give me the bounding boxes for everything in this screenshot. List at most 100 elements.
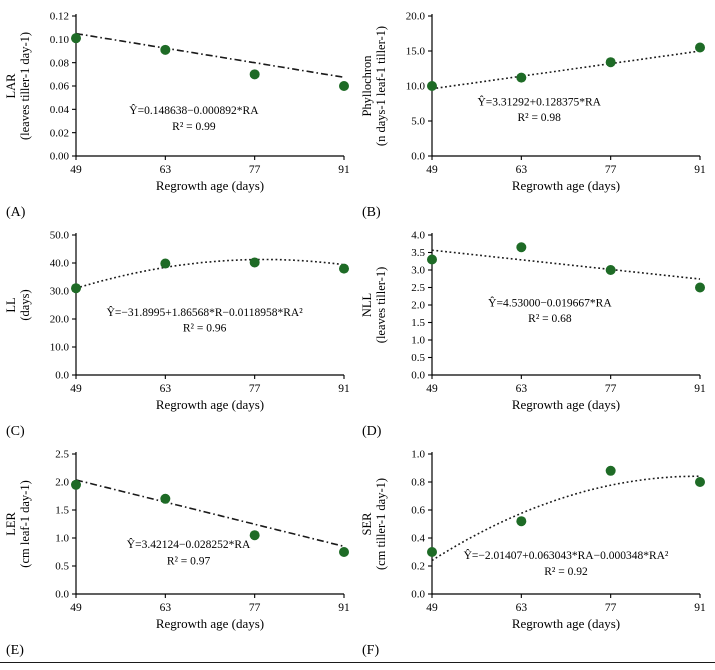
y-axis-label-line1: LL	[4, 297, 18, 312]
x-axis-label: Regrowth age (days)	[512, 616, 620, 631]
r-squared-text: R² = 0.98	[517, 112, 561, 124]
equation-text: Ŷ=0.148638−0.000892*RA	[129, 103, 259, 117]
y-tick-label: 0.10	[50, 34, 70, 46]
trend-line	[75, 32, 345, 79]
chart-E: 0.0 0.5 1.0 1.5 2.0 2.5 49 63 77 91 Regrowth age (…	[4, 449, 350, 631]
y-axis-label-line2: (leaves tiller-1 day-1)	[18, 32, 32, 140]
y-tick-label: 0.4	[411, 533, 425, 545]
y-axis-label: NLL (leaves tiller-1)	[360, 267, 388, 343]
panel-label-E: (E)	[6, 643, 24, 658]
x-tick-label: 91	[694, 164, 706, 176]
panel-F: 0.0 0.2 0.4 0.6 0.8 1.0 49 63 77 91 Regrowth age (…	[358, 442, 710, 661]
y-tick-label: 50.0	[50, 230, 70, 242]
panel-label-C: (C)	[6, 424, 25, 439]
y-tick-label: 0.5	[55, 561, 69, 573]
y-axis-label: LAR (leaves tiller-1 day-1)	[4, 32, 32, 140]
x-axis-label: Regrowth age (days)	[512, 397, 620, 412]
x-tick-label: 91	[338, 602, 350, 614]
y-tick-label: 2.0	[55, 477, 69, 489]
data-point	[516, 72, 527, 83]
data-point	[339, 263, 349, 274]
y-tick-label: 1.5	[411, 317, 425, 329]
data-point	[605, 57, 616, 68]
x-tick-label: 77	[249, 164, 261, 176]
y-axis-label: SER (cm tiller-1 day-1)	[360, 478, 388, 570]
y-tick-label: 15.0	[406, 46, 426, 58]
x-tick-label: 63	[160, 164, 172, 176]
y-tick-label: 1.0	[411, 449, 425, 461]
x-tick-label: 77	[249, 602, 261, 614]
r-squared-text: R² = 0.99	[172, 121, 216, 133]
data-point	[427, 81, 437, 91]
y-tick-label: 1.0	[55, 533, 69, 545]
x-tick-label: 49	[426, 602, 438, 614]
y-axis-label-line1: NLL	[360, 293, 374, 317]
equation-text: Ŷ=−31.8995+1.86568*R−0.0118958*RA²	[107, 305, 304, 319]
data-point	[605, 265, 616, 275]
panel-C: 0.0 10.0 20.0 30.0 40.0 50.0 49 63 77 91 Regrowth …	[2, 223, 354, 442]
x-axis-label: Regrowth age (days)	[156, 397, 264, 412]
y-tick-label: 0.12	[50, 11, 69, 23]
data-point	[160, 258, 171, 269]
data-point	[516, 516, 527, 527]
r-squared-text: R² = 0.96	[183, 323, 227, 335]
y-tick-label: 0.06	[50, 81, 70, 93]
equation-text: Ŷ=3.42124−0.028252*RA	[127, 537, 251, 551]
panel-label-F: (F)	[362, 643, 380, 658]
data-point	[249, 69, 260, 80]
y-tick-label: 0.5	[411, 352, 425, 364]
r-squared-text: R² = 0.68	[528, 313, 572, 325]
x-tick-label: 91	[338, 383, 350, 395]
y-axis-label-line1: LAR	[4, 73, 18, 99]
x-tick-label: 77	[605, 164, 617, 176]
y-tick-label: 10.0	[50, 342, 70, 354]
y-axis-label: LER (cm leaf-1 day-1)	[4, 480, 32, 567]
y-tick-label: 3.0	[411, 265, 425, 277]
data-point	[71, 283, 81, 294]
y-tick-label: 5.0	[411, 116, 425, 128]
y-axis-label-line2: (leaves tiller-1)	[374, 267, 388, 343]
y-tick-label: 40.0	[50, 258, 70, 270]
x-tick-label: 77	[249, 383, 261, 395]
x-tick-label: 63	[516, 383, 528, 395]
data-point	[339, 81, 349, 91]
y-axis-label-line2: (cm tiller-1 day-1)	[374, 478, 388, 570]
data-point	[71, 479, 81, 490]
y-tick-label: 0.6	[411, 505, 425, 517]
y-axis-label-line2: (cm leaf-1 day-1)	[18, 480, 32, 567]
data-point	[249, 530, 260, 541]
y-tick-label: 10.0	[406, 81, 426, 93]
x-tick-label: 49	[426, 383, 438, 395]
y-tick-label: 1.0	[411, 335, 425, 347]
y-axis-label-line1: Phyllochron	[360, 55, 374, 117]
trend-line	[75, 258, 345, 290]
y-tick-label: 3.5	[411, 247, 425, 259]
trend-line	[431, 475, 701, 562]
panel-A: 0.00 0.02 0.04 0.06 0.08 0.10 0.12 49 63 77 91 Regr…	[2, 4, 354, 223]
y-axis-label-line1: LER	[4, 512, 18, 536]
data-point	[695, 42, 705, 53]
x-tick-label: 91	[694, 602, 706, 614]
chart-C: 0.0 10.0 20.0 30.0 40.0 50.0 49 63 77 91 Regrowth …	[4, 230, 350, 412]
equation-text: Ŷ=3.31292+0.128375*RA	[477, 95, 601, 109]
x-tick-label: 63	[160, 602, 172, 614]
chart-D: 0.0 0.5 1.0 1.5 2.0 2.5 3.0 3.5 4.0 49 63 77 91 Regro…	[360, 230, 706, 412]
data-point	[71, 33, 81, 44]
panel-B: 0.0 5.0 10.0 15.0 20.0 49 63 77 91 Regrowth age (…	[358, 4, 710, 223]
y-tick-label: 0.0	[411, 370, 425, 382]
panel-E: 0.0 0.5 1.0 1.5 2.0 2.5 49 63 77 91 Regrowth age (…	[2, 442, 354, 661]
y-tick-label: 2.5	[55, 449, 69, 461]
panel-label-B: (B)	[362, 205, 381, 220]
panel-label-A: (A)	[6, 205, 26, 220]
y-tick-label: 0.04	[50, 104, 70, 116]
data-point	[427, 547, 437, 557]
y-tick-label: 1.5	[55, 505, 69, 517]
chart-B: 0.0 5.0 10.0 15.0 20.0 49 63 77 91 Regrowth age (…	[360, 11, 706, 193]
y-tick-label: 2.5	[411, 282, 425, 294]
chart-F: 0.0 0.2 0.4 0.6 0.8 1.0 49 63 77 91 Regrowth age (…	[360, 449, 706, 631]
y-tick-label: 20.0	[406, 11, 426, 23]
y-tick-label: 0.0	[411, 151, 425, 163]
equation-text: Ŷ=−2.01407+0.063043*RA−0.000348*RA²	[464, 548, 669, 562]
